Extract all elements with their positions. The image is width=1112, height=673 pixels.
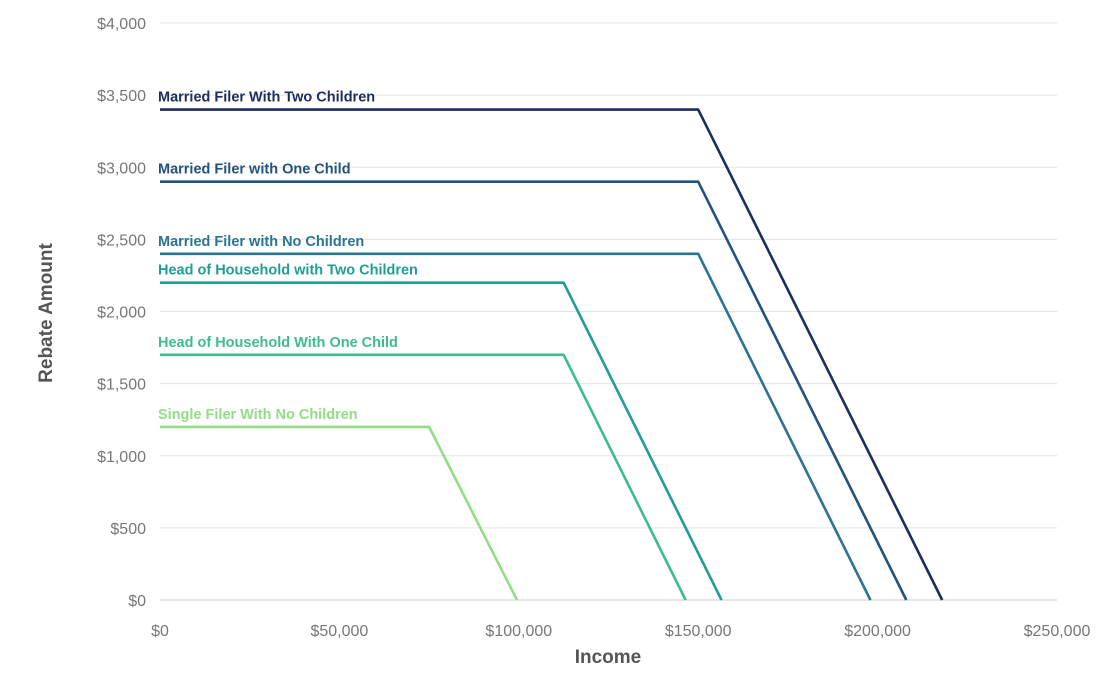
series-line: [160, 353, 687, 601]
grid-lines: [160, 22, 1057, 601]
series-line: [160, 108, 944, 601]
series-label: Married Filer with One Child: [158, 162, 351, 178]
y-tick-label: $3,500: [97, 88, 146, 105]
series-label: Head of Household With One Child: [158, 335, 398, 351]
y-tick-label: $1,500: [97, 377, 146, 394]
series-label: Single Filer With No Children: [158, 407, 358, 423]
y-tick-label: $3,000: [97, 160, 146, 177]
series-label: Married Filer with No Children: [158, 234, 364, 250]
y-tick-label: $500: [110, 521, 146, 538]
series-line: [160, 180, 908, 601]
y-tick-label: $1,000: [97, 449, 146, 466]
x-tick-label: $200,000: [844, 623, 911, 640]
series-label: Head of Household with Two Children: [158, 263, 418, 279]
x-axis-ticks: $0 $50,000 $100,000 $150,000 $200,000 $250,00…: [151, 623, 1090, 640]
x-tick-label: $250,000: [1024, 623, 1091, 640]
y-tick-label: $0: [128, 593, 146, 610]
x-tick-label: $100,000: [485, 623, 552, 640]
x-tick-label: $50,000: [310, 623, 368, 640]
series-lines: [160, 108, 944, 601]
series-line: [160, 425, 519, 601]
y-tick-label: $4,000: [97, 16, 146, 33]
series-line: [160, 281, 723, 601]
y-axis-ticks: $0 $500 $1,000 $1,500 $2,000 $2,500 $3,000 $3,5…: [97, 16, 146, 610]
y-tick-label: $2,500: [97, 232, 146, 249]
x-tick-label: $0: [151, 623, 169, 640]
series-labels: Married Filer With Two Children Married F…: [158, 90, 418, 423]
y-axis-title: Rebate Amount: [36, 242, 57, 382]
y-tick-label: $2,000: [97, 305, 146, 322]
x-axis-title: Income: [575, 647, 642, 668]
series-line: [160, 252, 872, 601]
x-tick-label: $150,000: [665, 623, 732, 640]
series-label: Married Filer With Two Children: [158, 90, 375, 106]
